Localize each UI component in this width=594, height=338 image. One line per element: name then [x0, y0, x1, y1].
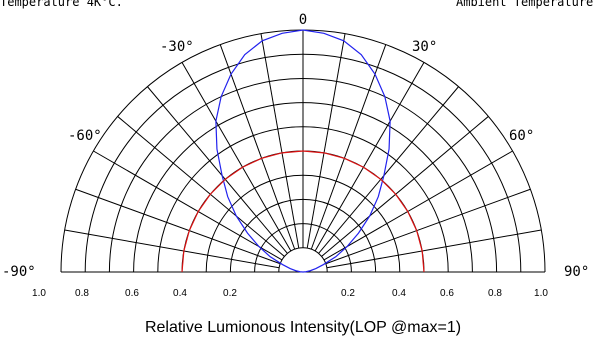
grid-spoke — [325, 188, 531, 265]
grid-spoke — [314, 62, 425, 252]
radial-tick-label: 0.6 — [440, 288, 454, 299]
grid-spoke — [147, 86, 288, 254]
radial-tick-label: 0.8 — [75, 288, 89, 299]
x-axis-title: Relative Lumionous Intensity(LOP @max=1) — [145, 319, 461, 336]
radial-tick-label: 1.0 — [32, 288, 46, 299]
angle-label: -90° — [2, 264, 36, 280]
angle-label: 30° — [412, 39, 437, 55]
grid-spoke — [117, 116, 285, 257]
radial-tick-label: 0.6 — [125, 288, 139, 299]
top-right-note: Ambient Temperature — [456, 0, 593, 9]
grid-spoke — [310, 44, 387, 250]
angle-label: -30° — [160, 39, 194, 55]
series-curve-2 — [181, 150, 425, 273]
angle-label: 90° — [564, 264, 589, 280]
grid-spoke — [93, 150, 283, 261]
grid-spoke — [323, 150, 513, 261]
radial-tick-label: 0.2 — [341, 288, 355, 299]
angle-label: 60° — [509, 128, 534, 144]
radial-tick-label: 1.0 — [534, 288, 548, 299]
grid-spoke — [75, 188, 281, 265]
grid-spoke — [219, 44, 296, 250]
grid-spoke — [326, 229, 542, 269]
radial-tick-label: 0.4 — [173, 288, 187, 299]
top-left-note: Temperature 4K°C. — [0, 0, 123, 9]
grid-spoke — [181, 62, 292, 252]
grid-spoke — [306, 33, 346, 249]
grid-spoke — [64, 229, 280, 269]
radial-tick-label: 0.8 — [488, 288, 502, 299]
radial-tick-label: 0.2 — [223, 288, 237, 299]
radial-tick-label: 0.4 — [392, 288, 406, 299]
angle-label: -60° — [68, 128, 102, 144]
label-layer: -90° -60° -30° 0 30° 60° 90° 1.0 0.8 0.6 0.4 0.2 0.2… — [2, 12, 589, 299]
grid-spoke — [321, 116, 489, 257]
polar-grid — [60, 29, 546, 273]
series-layer — [181, 29, 425, 273]
series-curve-1 — [215, 29, 391, 273]
grid-spoke — [260, 33, 300, 249]
angle-label: 0 — [299, 12, 307, 28]
grid-spoke — [318, 86, 459, 254]
grid-ring — [278, 247, 328, 273]
